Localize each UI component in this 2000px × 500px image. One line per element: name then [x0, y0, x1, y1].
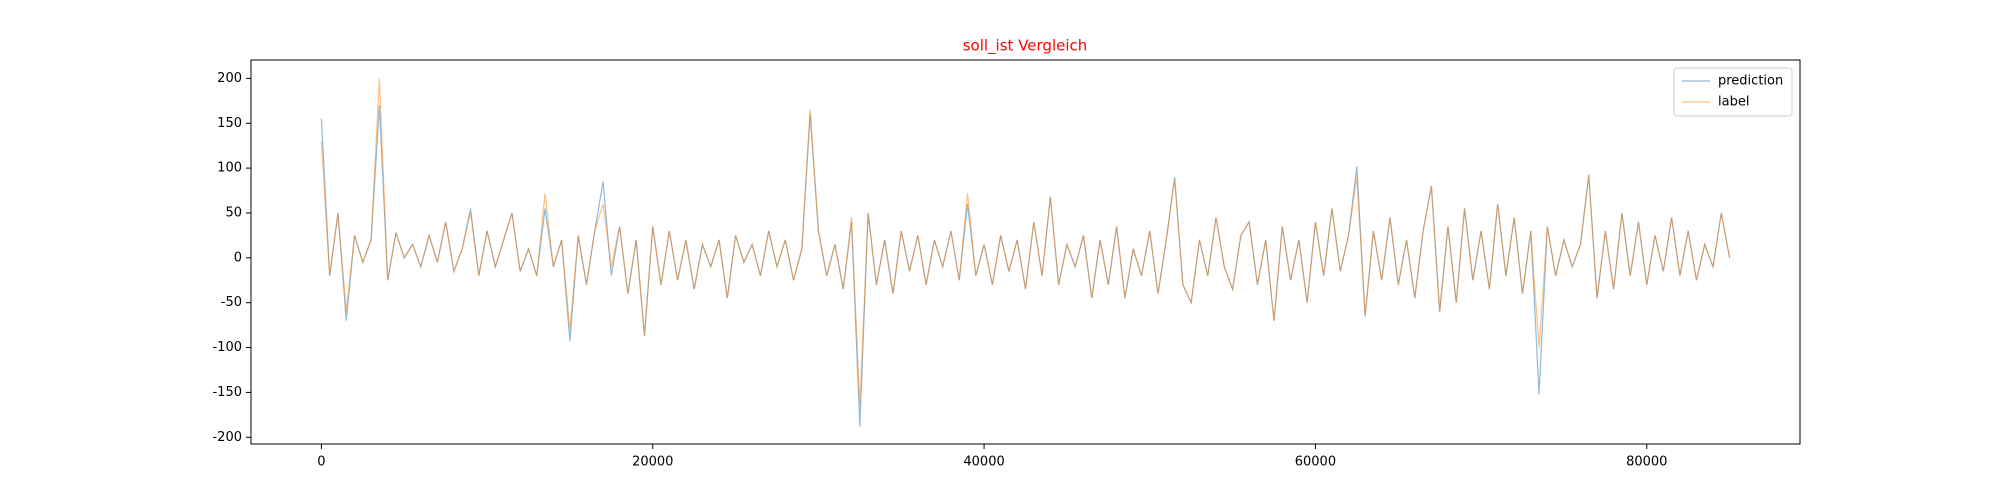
x-tick-label: 60000 — [1295, 455, 1336, 470]
chart-title: soll_ist Vergleich — [963, 37, 1088, 56]
y-tick-label: -200 — [212, 430, 242, 445]
legend-label: prediction — [1718, 74, 1783, 89]
plot-frame — [250, 59, 1801, 445]
x-tick-label: 0 — [317, 455, 325, 470]
x-tick-label: 80000 — [1626, 455, 1667, 470]
y-tick-label: 200 — [217, 71, 242, 86]
x-tick-label: 20000 — [632, 455, 673, 470]
legend-box — [1673, 67, 1793, 117]
y-tick-label: 50 — [225, 205, 242, 220]
x-tick-label: 40000 — [963, 455, 1004, 470]
y-tick-label: -100 — [212, 340, 242, 355]
y-tick-label: 150 — [217, 116, 242, 131]
legend-label: label — [1718, 95, 1749, 110]
y-tick-label: -50 — [221, 295, 242, 310]
series-line — [320, 105, 1731, 427]
series-line — [320, 78, 1731, 406]
y-tick-label: 100 — [217, 161, 242, 176]
y-tick-label: -150 — [212, 385, 242, 400]
y-tick-label: 0 — [234, 250, 242, 265]
legend: prediction label — [1673, 67, 1793, 117]
